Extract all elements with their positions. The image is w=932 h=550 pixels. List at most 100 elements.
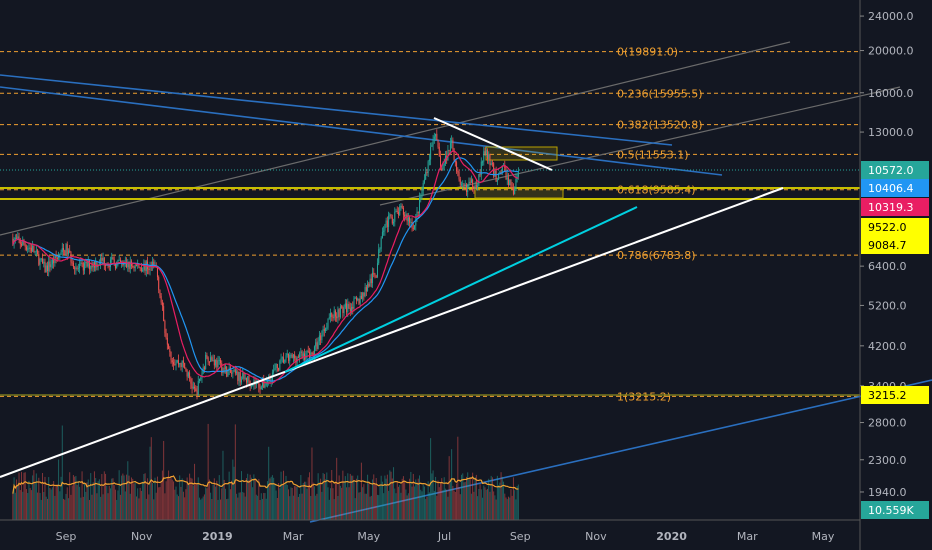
volume-bar [208,479,210,520]
candle-body [176,360,178,363]
candle-body [81,262,83,264]
candle-body [24,244,26,247]
volume-bar [121,475,123,520]
candle-body [343,307,345,313]
volume-bar [210,492,212,520]
candle-body [21,244,23,246]
volume-bar [337,495,339,520]
volume-bar [80,497,82,520]
volume-bar [289,496,291,520]
volume-bar [126,474,128,520]
candle-body [152,261,154,268]
volume-bar [166,476,168,520]
resistance-box[interactable] [485,146,558,161]
support-box[interactable] [474,187,564,199]
volume-bar [385,478,387,520]
candle-body [42,258,44,264]
candle-body [433,136,435,139]
volume-bar [96,493,98,520]
volume-bar [112,478,114,520]
volume-bar [119,494,121,520]
volume-bar [380,475,382,520]
candle-body [331,312,333,317]
time-tick-label: Mar [283,530,304,543]
volume-bar [58,459,60,520]
time-axis[interactable]: Sep Nov 2019 Mar May Jul Sep Nov 2020 Mar May [56,530,835,543]
volume-bar [28,480,30,520]
volume-bar [406,495,408,520]
volume-bar [124,491,126,520]
volume-bar [461,474,463,520]
candle-body [295,358,297,363]
blue-descending-line-1[interactable] [0,74,673,146]
volume-bar [148,494,150,520]
volume-bar [37,492,39,520]
volume-bar [249,474,251,520]
volume-bar [103,471,105,520]
candle-body [500,171,502,173]
candle-body [27,248,29,250]
candle-body [242,372,244,380]
blue-descending-line-2[interactable] [0,86,723,176]
volume-bar [321,491,323,520]
volume-bar [174,489,176,520]
candle-body [362,292,364,299]
volume-bar [196,483,198,520]
candle-body [29,247,31,249]
volume-bar [48,477,50,520]
volume-bar [13,477,15,520]
candle-body [60,252,62,255]
candle-body [248,376,250,382]
candle-body [394,211,396,222]
candle-body [234,369,236,374]
candle-body [140,267,142,271]
candle-body [438,146,440,157]
fib-level-label: 0(19891.0) [617,46,678,59]
candles [12,129,519,400]
price-tag-label: 10.559K [868,504,914,517]
candle-body [252,384,254,386]
candle-body [135,265,137,267]
volume-bar [53,481,55,520]
candle-body [44,261,46,273]
volume-bar [510,489,512,520]
candle-body [103,257,105,265]
candle-body [243,372,245,379]
trendlines[interactable] [0,117,784,478]
volume-bar [423,486,425,520]
volume-bar [197,477,199,520]
volume-bar [414,486,416,520]
volume-bar [42,472,44,520]
candle-body [405,214,407,217]
volume-bar [312,482,314,520]
volume-bar [333,499,335,520]
candle-body [134,265,136,269]
white-support-trendline[interactable] [0,187,784,478]
fib-retracement[interactable]: 0(19891.0) 0.236(15955.5) 0.382(13520.8) 0.… [0,46,860,404]
candle-body [427,161,429,174]
volume-bar [35,473,37,520]
candle-body [338,309,340,317]
candle-body [414,225,416,229]
grey-channel-line-upper[interactable] [0,41,791,236]
volume-bar [271,475,273,520]
volume-bar [301,493,303,520]
white-descending-trendline[interactable] [433,117,553,171]
candle-body [54,254,56,264]
volume-bar [397,486,399,520]
candle-body [250,385,252,387]
candle-body [479,174,481,176]
candle-body [144,263,146,272]
volume-bar [357,475,359,520]
volume-bar [503,481,505,520]
volume-bar [113,485,115,520]
candle-body [55,254,57,258]
volume-bar [43,492,45,520]
volume-bar [360,462,362,520]
cyan-trendline[interactable] [284,206,638,373]
candle-body [484,151,486,154]
candle-body [425,172,427,180]
candle-body [174,364,176,366]
volume-bar [161,470,163,520]
